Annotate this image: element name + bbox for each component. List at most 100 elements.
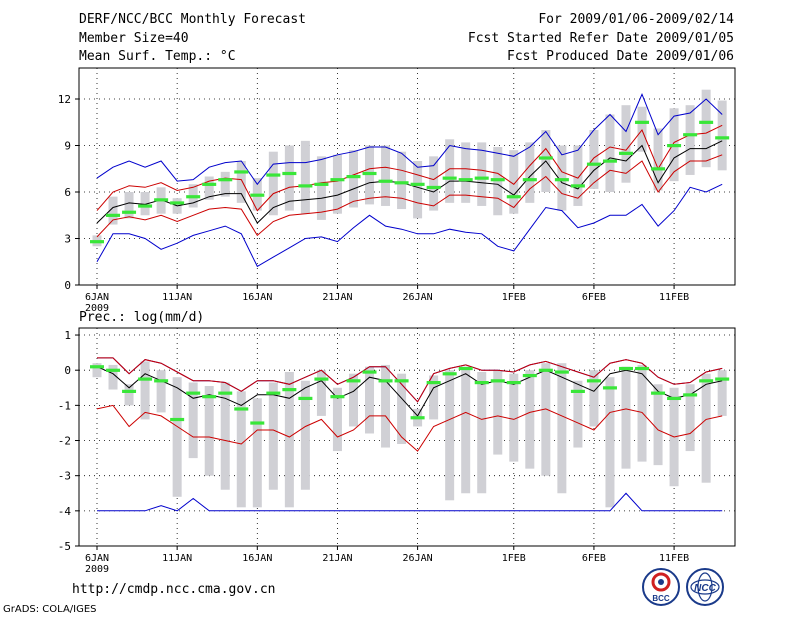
temp-median-marker <box>186 195 201 199</box>
temp-ensemble-box <box>653 128 663 191</box>
prec-y-tick-label: -4 <box>58 505 72 518</box>
temp-median-marker <box>683 133 698 137</box>
prec-median-marker <box>458 366 473 371</box>
temp-median-marker <box>715 136 730 140</box>
temp-ensemble-box <box>300 140 310 214</box>
prec-ensemble-box <box>252 398 262 508</box>
temp-ensemble-box <box>140 192 150 216</box>
temp-median-marker <box>90 240 104 244</box>
temp-y-tick-label: 12 <box>58 93 71 106</box>
grads-credit: GrADS: COLA/IGES <box>3 604 97 615</box>
prec-median-marker <box>490 379 505 383</box>
temp-ensemble-box <box>397 151 407 210</box>
prec-median-marker <box>346 379 361 383</box>
temp-median-marker <box>378 179 393 183</box>
temp-median-marker <box>394 181 409 185</box>
temp-median-marker <box>699 120 714 124</box>
prec-x-tick-label: 1FEB <box>502 553 526 564</box>
temp-inner-lower-line <box>96 154 723 238</box>
variable-label: Mean Surf. Temp.: °C <box>79 49 236 64</box>
temp-ensemble-box <box>701 89 711 168</box>
prec-y-tick-label: 1 <box>64 329 71 342</box>
prec-panel-title: Prec.: log(mm/d) <box>79 310 204 325</box>
temp-median-marker <box>314 182 329 186</box>
prec-median-marker <box>154 379 169 383</box>
prec-ensemble-box <box>332 387 342 452</box>
temp-median-marker <box>138 204 153 208</box>
prec-ensemble-box <box>300 380 310 490</box>
temp-median-marker <box>410 182 425 186</box>
temp-x-tick-label: 21JAN <box>322 292 352 303</box>
temp-ensemble-box <box>477 142 487 206</box>
ncc-logo-text: NCC <box>694 583 716 594</box>
prec-median-marker <box>442 372 457 376</box>
temp-median-marker <box>458 178 473 182</box>
temp-outer-lower-line <box>96 183 723 268</box>
prec-median-marker <box>570 389 585 393</box>
temp-ensemble-box <box>332 154 342 214</box>
temp-ensemble-box <box>589 130 599 189</box>
ncc-logo: NCC <box>686 568 724 606</box>
temp-median-marker <box>106 213 121 217</box>
temp-median-marker <box>362 171 377 176</box>
prec-median-marker <box>282 388 297 392</box>
temp-ensemble-box <box>685 105 695 175</box>
prec-median-marker <box>122 389 137 393</box>
temp-ensemble-box <box>108 196 118 225</box>
prec-x-tick-label: 6FEB <box>582 553 606 564</box>
temp-median-marker <box>250 193 265 197</box>
temp-median-marker <box>426 185 441 190</box>
prec-ensemble-box <box>653 384 663 466</box>
bcc-logo: BCC <box>642 568 680 606</box>
temp-ensemble-box <box>461 142 471 203</box>
prec-y-tick-label: -3 <box>58 470 71 483</box>
temp-median-marker <box>554 178 569 182</box>
prec-median-marker <box>715 377 730 381</box>
temp-median-marker <box>218 178 233 182</box>
temp-y-tick-label: 9 <box>64 140 71 153</box>
temp-ensemble-box <box>381 145 391 206</box>
temp-ensemble-box <box>316 156 326 220</box>
temp-plot-frame <box>78 67 736 286</box>
prec-median-marker <box>506 381 521 385</box>
prec-ensemble-box <box>381 364 391 448</box>
prec-median-marker <box>699 379 714 383</box>
temp-median-marker <box>330 178 345 182</box>
temp-ensemble-box <box>268 151 278 216</box>
prec-x-tick-label: 26JAN <box>403 553 433 564</box>
prec-plot-frame <box>78 327 736 547</box>
prec-median-marker <box>314 377 329 381</box>
temp-median-marker <box>266 173 281 177</box>
prec-median-marker <box>250 421 265 425</box>
prec-median-marker <box>394 379 409 383</box>
temp-median-marker <box>170 201 185 205</box>
prec-ensemble-box <box>140 361 150 420</box>
prec-median-marker <box>218 391 233 395</box>
temp-ensemble-box <box>557 145 567 211</box>
temp-median-marker <box>618 151 633 155</box>
prec-median-marker <box>138 377 153 381</box>
prec-median-marker <box>426 381 441 385</box>
temp-ensemble-box <box>605 114 615 192</box>
prec-median-marker <box>538 368 553 372</box>
temp-ensemble-box <box>621 105 631 183</box>
temp-median-marker <box>442 176 457 180</box>
prec-y-tick-label: -5 <box>58 540 71 553</box>
temp-median-marker <box>298 184 313 188</box>
prec-mean-line <box>96 366 723 417</box>
prec-ensemble-box <box>108 364 118 390</box>
prec-y-tick-label: 0 <box>64 364 71 377</box>
temp-median-marker <box>490 178 505 182</box>
prec-ensemble-box <box>605 377 615 508</box>
prec-ensemble-box <box>589 370 599 427</box>
temp-inner-upper-line <box>96 124 723 212</box>
prec-ensemble-box <box>284 371 294 508</box>
temp-ensemble-box <box>124 192 134 219</box>
temp-median-marker <box>667 144 682 148</box>
source-url[interactable]: http://cmdp.ncc.cma.gov.cn <box>72 582 276 597</box>
temp-median-marker <box>570 184 585 188</box>
temp-ensemble-box <box>220 171 230 197</box>
prec-y-tick-label: -2 <box>58 435 71 448</box>
temp-median-marker <box>602 159 617 163</box>
